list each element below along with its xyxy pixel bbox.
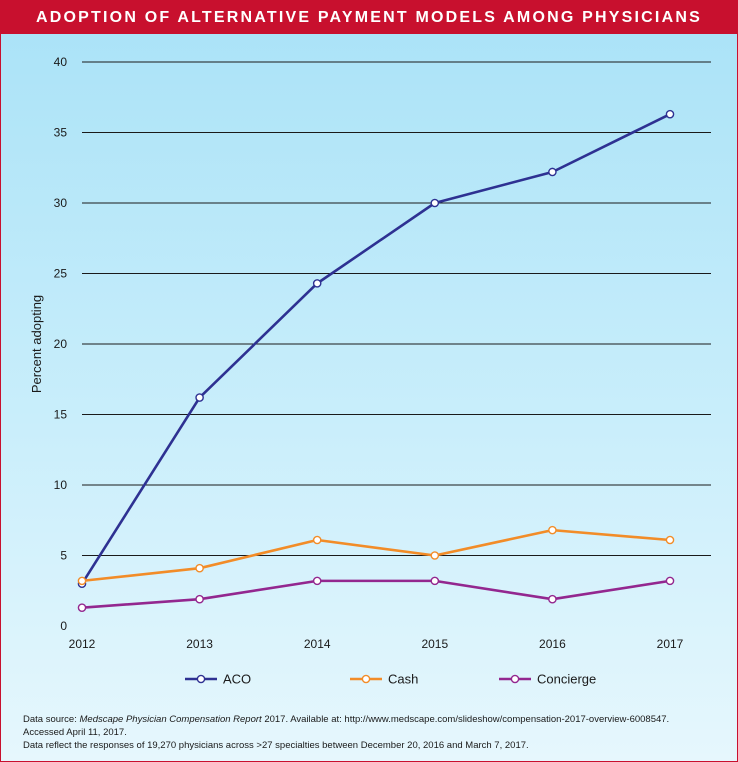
cash-line — [81, 528, 671, 583]
legend-aco-label: ACO — [223, 672, 251, 687]
aco-point-2017 — [665, 109, 675, 119]
legend: ACO Cash Concierge — [185, 672, 596, 687]
concierge-point-2013 — [195, 594, 204, 604]
cash-point-2017 — [665, 535, 675, 545]
x-tick-label-2016: 2016 — [539, 637, 566, 651]
concierge-point-2014 — [312, 576, 322, 586]
aco-point-2015 — [430, 198, 440, 208]
cash-point-2012 — [77, 576, 87, 586]
y-tick-label-25: 25 — [54, 267, 68, 281]
gridlines — [82, 61, 711, 556]
y-tick-label-15: 15 — [54, 408, 68, 422]
y-tick-label-35: 35 — [54, 126, 68, 140]
aco-point-2016 — [548, 167, 557, 177]
cash-point-2015 — [430, 551, 440, 560]
x-tick-label-2017: 2017 — [657, 637, 684, 651]
series-lines — [77, 109, 675, 612]
aco-point-2013 — [195, 393, 204, 402]
y-tick-label-20: 20 — [54, 337, 68, 351]
chart-title-bar: ADOPTION OF ALTERNATIVE PAYMENT MODELS A… — [1, 1, 737, 34]
y-axis-title: Percent adopting — [29, 295, 44, 393]
legend-aco-marker — [196, 674, 206, 684]
y-tick-label-0: 0 — [60, 619, 67, 633]
accessed-line: Accessed April 11, 2017. — [23, 727, 127, 738]
aco-line — [80, 113, 671, 585]
cash-point-2016 — [548, 525, 557, 535]
x-tick-label-2015: 2015 — [421, 637, 448, 651]
x-tick-label-2014: 2014 — [304, 637, 331, 651]
responses-line: Data reflect the responses of 19,270 phy… — [23, 740, 529, 751]
x-tick-label-2012: 2012 — [69, 637, 96, 651]
legend-cash-label: Cash — [388, 672, 418, 687]
cash-point-2013 — [195, 563, 204, 573]
y-tick-label-5: 5 — [60, 549, 67, 563]
concierge-line — [81, 579, 671, 609]
legend-cash-marker — [361, 674, 371, 684]
chart-title: ADOPTION OF ALTERNATIVE PAYMENT MODELS A… — [36, 8, 702, 26]
legend-concierge-marker — [510, 674, 520, 684]
source-line: Data source: Medscape Physician Compensa… — [23, 713, 723, 726]
source-rest: 2017. Available at: http://www.medscape.… — [261, 714, 670, 725]
x-axis-ticks: 2012 2013 2014 2015 2016 2017 — [69, 637, 684, 651]
y-tick-label-40: 40 — [54, 55, 68, 69]
y-tick-label-30: 30 — [54, 196, 68, 210]
concierge-point-2017 — [665, 576, 675, 586]
concierge-point-2015 — [430, 576, 440, 586]
aco-point-2014 — [312, 279, 322, 288]
cash-point-2014 — [312, 535, 322, 545]
y-axis-ticks: 0 5 10 15 20 25 30 35 40 — [54, 55, 68, 633]
source-notes: Data source: Medscape Physician Compensa… — [23, 713, 723, 752]
y-tick-label-10: 10 — [54, 478, 68, 492]
legend-concierge-label: Concierge — [537, 672, 596, 687]
x-tick-label-2013: 2013 — [186, 637, 213, 651]
source-prefix: Data source: — [23, 714, 80, 725]
source-title: Medscape Physician Compensation Report — [79, 714, 262, 725]
concierge-point-2012 — [77, 603, 87, 612]
concierge-point-2016 — [548, 594, 557, 604]
